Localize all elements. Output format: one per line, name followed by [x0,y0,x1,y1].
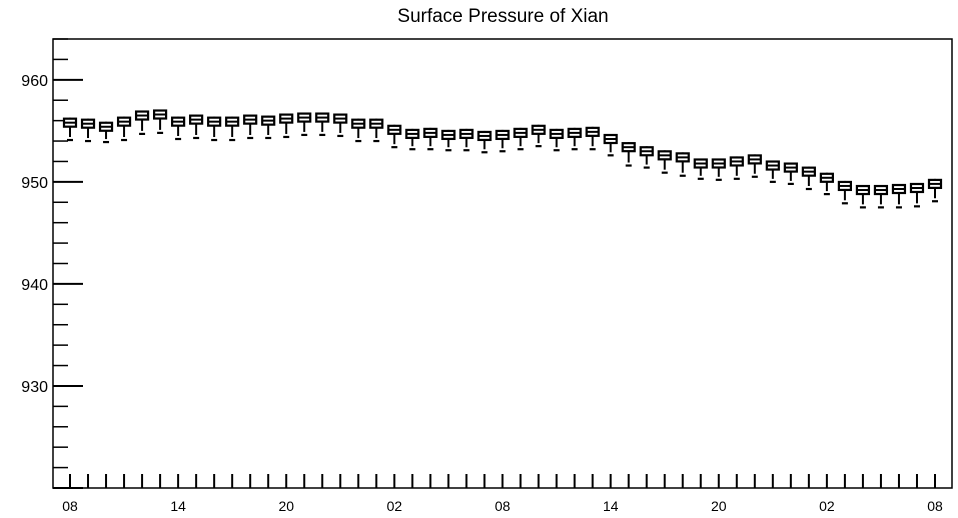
box-series [62,109,943,209]
box-marker [297,112,312,137]
box-marker [387,124,402,149]
box-marker [567,127,582,151]
x-axis: 08 14 20 02 08 14 20 02 08 [62,474,943,514]
x-tick-label: 14 [170,498,186,514]
x-tick-label: 14 [603,498,619,514]
y-axis: 930 940 950 960 [21,38,83,489]
box-marker [477,130,492,154]
box-marker [243,114,258,140]
box-marker [801,166,816,191]
box-marker [459,128,474,152]
box-marker [207,116,222,142]
box-marker [891,183,907,209]
box-marker [603,133,618,157]
box-marker [369,118,384,143]
box-marker [495,129,510,153]
box-marker [855,184,871,209]
box-marker [134,110,150,136]
box-marker [657,150,672,174]
x-tick-label: 08 [62,498,78,514]
box-marker [171,116,186,141]
x-tick-label: 20 [278,498,294,514]
box-marker [837,180,852,205]
box-marker [531,124,546,148]
box-marker [585,126,600,151]
box-marker [62,117,78,142]
box-marker [405,128,420,151]
box-marker [621,142,636,167]
x-tick-label: 20 [711,498,727,514]
y-tick-label: 950 [21,175,48,192]
box-marker [153,109,168,134]
box-marker [639,146,654,169]
box-marker [909,182,925,208]
box-marker [549,128,564,152]
plot-frame [52,38,953,489]
box-marker [693,158,708,180]
box-marker [729,156,744,180]
box-marker [441,129,456,152]
chart-title: Surface Pressure of Xian [397,6,608,27]
x-tick-label: 02 [819,498,835,514]
box-marker [765,160,780,183]
box-marker [747,154,762,178]
box-marker [513,127,528,151]
box-marker [189,114,204,140]
box-marker [279,113,294,139]
x-tick-label: 08 [927,498,943,514]
box-marker [261,115,276,140]
box-marker [225,116,240,142]
y-tick-label: 960 [21,73,48,90]
x-tick-label: 08 [495,498,511,514]
box-marker [783,162,798,186]
box-marker [98,121,114,144]
box-marker [819,172,834,196]
box-marker [116,116,132,142]
box-marker [927,178,943,203]
y-tick-label: 940 [21,277,48,294]
box-marker [315,112,330,137]
box-marker [423,127,438,151]
box-marker [333,113,348,138]
box-marker [711,158,726,181]
x-tick-label: 02 [387,498,403,514]
box-marker [80,118,96,143]
box-marker [675,152,690,177]
y-tick-label: 930 [21,379,48,396]
box-marker [351,118,366,143]
box-marker [873,184,889,209]
